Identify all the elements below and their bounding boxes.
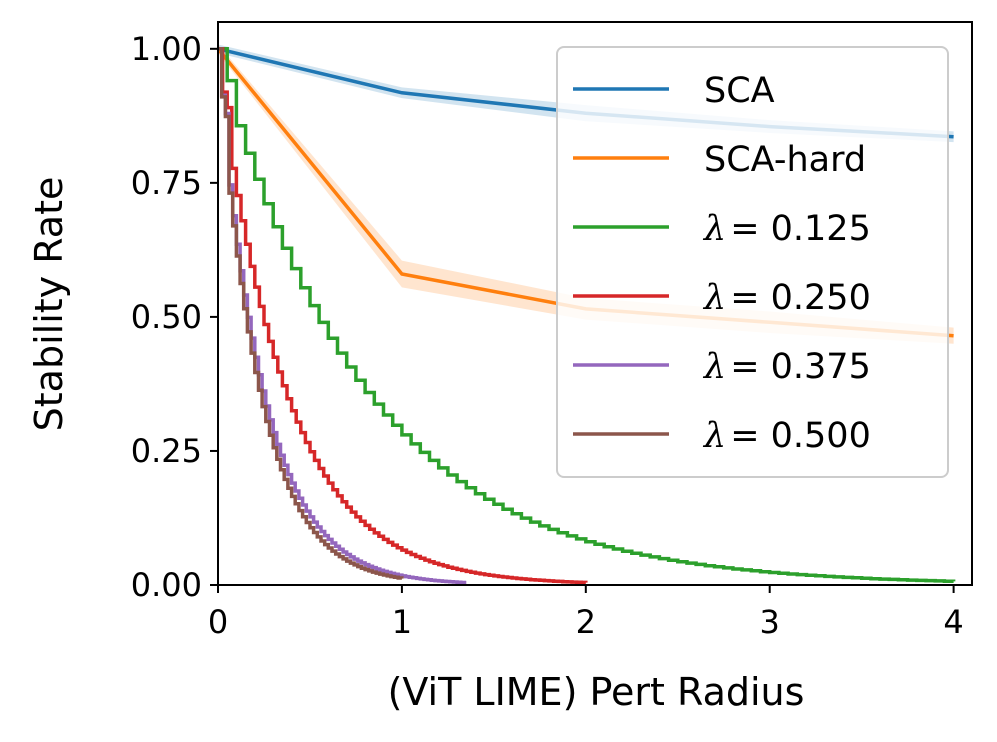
x-tick-label: 4 <box>943 603 963 641</box>
series-line-lambda-0-500 <box>218 47 404 580</box>
legend-label-sca-hard: SCA-hard <box>704 140 866 180</box>
legend: SCA SCA-hard λ = 0.125 λ = 0.250 λ = 0.375 λ = 0.… <box>556 46 949 478</box>
legend-label-lambda-0-250: λ = 0.250 <box>702 278 871 318</box>
y-axis-title: Stability Rate <box>27 177 71 432</box>
series-line-lambda-0-250 <box>218 47 588 585</box>
lambda-symbol: λ <box>702 278 726 318</box>
x-tick-label: 1 <box>392 603 412 641</box>
x-tick-label: 2 <box>576 603 596 641</box>
y-tick-label: 1.00 <box>131 30 202 68</box>
legend-label-lambda-0-375: λ = 0.375 <box>702 347 871 387</box>
band-sca-hard <box>218 44 954 344</box>
legend-box <box>556 46 949 478</box>
legend-label-lambda-0-125: λ = 0.125 <box>702 209 871 249</box>
y-tick-label: 0.50 <box>131 298 202 336</box>
lambda-symbol: λ <box>702 209 726 249</box>
series-line-lambda-0-375 <box>218 47 467 585</box>
y-tick-label: 0.25 <box>131 432 202 470</box>
lambda-symbol: λ <box>702 347 726 387</box>
legend-label-sca: SCA <box>704 71 775 111</box>
plot-frame <box>217 21 973 586</box>
axis-ticks: 0 1 2 3 4 0.00 0.25 0.50 0.75 1.00 <box>131 30 964 641</box>
lambda-symbol: λ <box>702 416 726 456</box>
x-tick-label: 0 <box>208 603 228 641</box>
legend-label-lambda-0-500: λ = 0.500 <box>702 416 871 456</box>
axes-frame <box>217 21 973 586</box>
x-axis-title: (ViT LIME) Pert Radius <box>388 670 805 714</box>
x-tick-label: 3 <box>760 603 780 641</box>
y-tick-label: 0.75 <box>131 164 202 202</box>
series-line-lambda-0-125 <box>218 47 956 583</box>
y-tick-label: 0.00 <box>131 566 202 604</box>
